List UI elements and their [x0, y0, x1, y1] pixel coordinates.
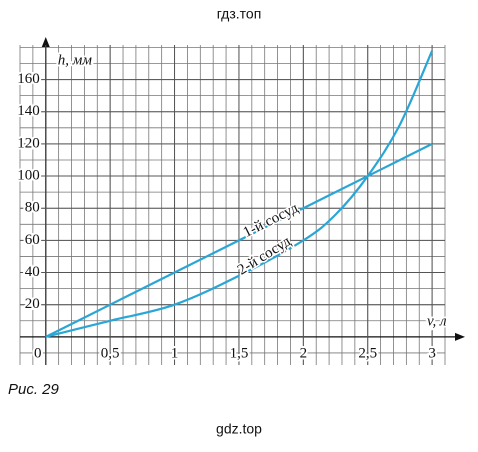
series-line [45, 142, 433, 338]
footer: gdz.top [216, 421, 262, 437]
series-label: 1-й сосуд [241, 200, 302, 241]
x-tick-label: 2,5 [358, 345, 377, 361]
x-tick-label: 2 [300, 345, 308, 361]
y-axis-arrow [41, 37, 50, 47]
x-tick-label: 1,5 [230, 345, 249, 361]
x-tick-label: 0 [34, 345, 42, 361]
x-tick-label: 0,5 [101, 345, 120, 361]
y-tick-label: 100 [17, 167, 40, 183]
y-tick-label: 20 [25, 296, 40, 312]
x-axis-arrow [455, 332, 465, 341]
y-tick-label: 140 [17, 103, 40, 119]
header: гдз.топ [217, 6, 262, 22]
y-axis-label: h, мм [58, 52, 93, 68]
x-tick-label: 3 [428, 345, 436, 361]
series-line [45, 50, 434, 338]
y-tick-label: 80 [25, 200, 40, 216]
y-tick-label: 60 [25, 232, 40, 248]
caption: Рис. 29 [8, 381, 60, 398]
y-tick-label: 120 [17, 135, 40, 151]
y-tick-label: 40 [25, 264, 40, 280]
x-axis-label: v, л [427, 313, 447, 329]
y-tick-label: 160 [17, 71, 40, 87]
x-tick-label: 1 [171, 345, 179, 361]
